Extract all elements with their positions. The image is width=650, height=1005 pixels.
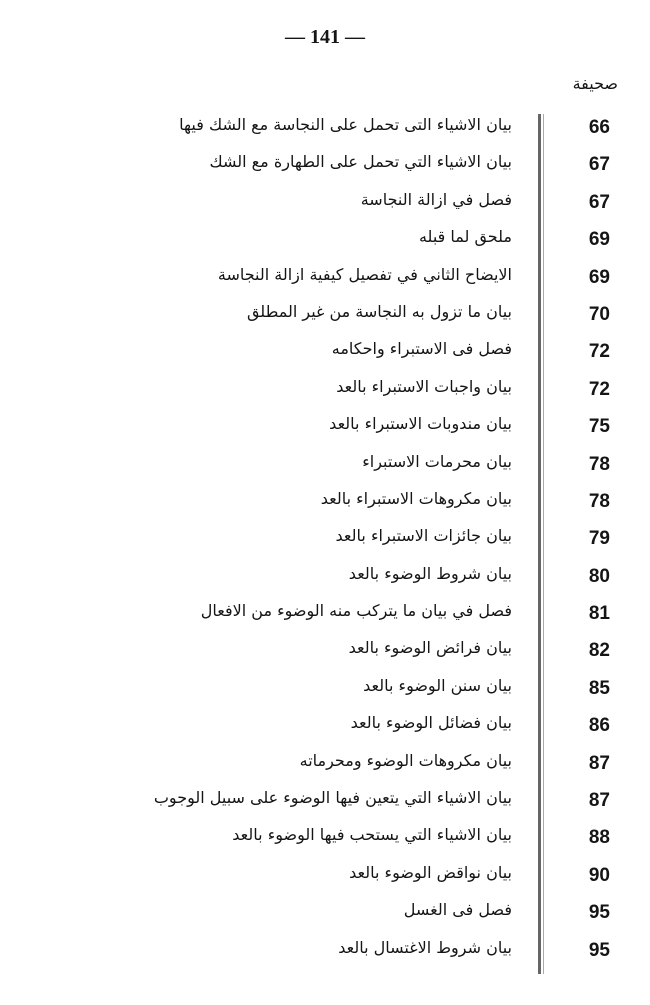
toc-entry: 66 بيان الاشياء التى تحمل على النجاسة مع … <box>0 112 650 149</box>
toc-title: بيان نواقض الوضوء بالعد <box>349 862 512 882</box>
toc-title: فصل في ازالة النجاسة <box>360 189 512 209</box>
toc-title: بيان الاشياء التي يتعين فيها الوضوء على … <box>153 788 512 808</box>
column-divider-inner <box>543 114 544 974</box>
toc-list: 66 بيان الاشياء التى تحمل على النجاسة مع … <box>0 112 650 972</box>
toc-title: بيان ما تزول به النجاسة من غير المطلق <box>246 301 512 321</box>
toc-page-number: 87 <box>588 790 610 812</box>
toc-page-number: 78 <box>588 453 610 475</box>
toc-entry: 70 بيان ما تزول به النجاسة من غير المطلق <box>0 299 650 336</box>
toc-page-number: 75 <box>588 416 610 438</box>
toc-page-number: 79 <box>588 528 610 550</box>
toc-entry: 87 بيان مكروهات الوضوء ومحرماته <box>0 748 650 785</box>
toc-page-number: 90 <box>588 864 610 886</box>
toc-title: بيان مكروهات الوضوء ومحرماته <box>299 750 512 770</box>
toc-entry: 95 بيان شروط الاغتسال بالعد <box>0 935 650 972</box>
column-divider <box>538 114 541 974</box>
toc-page-number: 67 <box>588 154 610 176</box>
toc-page-number: 69 <box>588 266 610 288</box>
toc-page-number: 80 <box>588 565 610 587</box>
toc-title: بيان الاشياء التي يستحب فيها الوضوء بالع… <box>232 825 512 845</box>
toc-title: الايضاح الثاني في تفصيل كيفية ازالة النج… <box>217 264 512 284</box>
toc-page-number: 72 <box>588 378 610 400</box>
toc-page-number: 85 <box>588 677 610 699</box>
toc-page-number: 86 <box>588 715 610 737</box>
toc-entry: 72 فصل فى الاستبراء واحكامه <box>0 336 650 373</box>
toc-page-number: 95 <box>588 939 610 961</box>
toc-title: فصل فى الغسل <box>403 900 512 920</box>
toc-entry: 95 فصل فى الغسل <box>0 897 650 934</box>
toc-page-number: 78 <box>588 490 610 512</box>
toc-entry: 88 بيان الاشياء التي يستحب فيها الوضوء با… <box>0 822 650 859</box>
toc-page-number: 72 <box>588 341 610 363</box>
toc-entry: 67 بيان الاشياء التي تحمل على الطهارة مع … <box>0 149 650 186</box>
toc-entry: 80 بيان شروط الوضوء بالعد <box>0 561 650 598</box>
toc-entry: 78 بيان مكروهات الاستبراء بالعد <box>0 486 650 523</box>
toc-page-number: 67 <box>588 191 610 213</box>
toc-page-number: 66 <box>588 117 610 138</box>
toc-title: بيان فضائل الوضوء بالعد <box>350 713 512 733</box>
toc-title: بيان مكروهات الاستبراء بالعد <box>320 488 512 508</box>
column-header-page: صحيفة <box>572 74 618 93</box>
toc-page-number: 95 <box>588 902 610 924</box>
toc-title: بيان الاشياء التى تحمل على النجاسة مع ال… <box>179 115 512 134</box>
toc-page-number: 87 <box>588 752 610 774</box>
toc-title: بيان واجبات الاستبراء بالعد <box>336 376 512 396</box>
toc-entry: 69 الايضاح الثاني في تفصيل كيفية ازالة ال… <box>0 262 650 299</box>
toc-page-number: 82 <box>588 640 610 662</box>
toc-title: بيان شروط الاغتسال بالعد <box>338 937 512 957</box>
toc-entry: 79 بيان جائزات الاستبراء بالعد <box>0 523 650 560</box>
toc-title: بيان شروط الوضوء بالعد <box>348 563 512 583</box>
toc-title: بيان مندوبات الاستبراء بالعد <box>329 414 512 434</box>
toc-page-number: 69 <box>588 229 610 251</box>
toc-title: بيان جائزات الاستبراء بالعد <box>335 526 512 546</box>
toc-entry: 78 بيان محرمات الاستبراء <box>0 449 650 486</box>
toc-title: بيان محرمات الاستبراء <box>362 451 512 471</box>
toc-title: ملحق لما قبله <box>418 227 512 247</box>
toc-entry: 87 بيان الاشياء التي يتعين فيها الوضوء عل… <box>0 785 650 822</box>
toc-title: فصل في بيان ما يتركب منه الوضوء من الافع… <box>200 601 512 621</box>
toc-entry: 86 بيان فضائل الوضوء بالعد <box>0 710 650 747</box>
toc-title: بيان سنن الوضوء بالعد <box>363 675 512 695</box>
toc-entry: 85 بيان سنن الوضوء بالعد <box>0 673 650 710</box>
toc-title: فصل فى الاستبراء واحكامه <box>331 339 512 359</box>
toc-entry: 75 بيان مندوبات الاستبراء بالعد <box>0 411 650 448</box>
toc-entry: 81 فصل في بيان ما يتركب منه الوضوء من الا… <box>0 598 650 635</box>
toc-page-number: 88 <box>588 827 610 849</box>
toc-entry: 72 بيان واجبات الاستبراء بالعد <box>0 374 650 411</box>
toc-entry: 82 بيان فرائض الوضوء بالعد <box>0 635 650 672</box>
toc-title: بيان الاشياء التي تحمل على الطهارة مع ال… <box>209 152 513 172</box>
toc-entry: 67 فصل في ازالة النجاسة <box>0 187 650 224</box>
toc-page-number: 81 <box>588 603 610 625</box>
page-number: — 141 — <box>285 26 365 48</box>
toc-entry: 69 ملحق لما قبله <box>0 224 650 261</box>
toc-page-number: 70 <box>588 303 610 325</box>
toc-entry: 90 بيان نواقض الوضوء بالعد <box>0 860 650 897</box>
toc-title: بيان فرائض الوضوء بالعد <box>348 638 512 658</box>
